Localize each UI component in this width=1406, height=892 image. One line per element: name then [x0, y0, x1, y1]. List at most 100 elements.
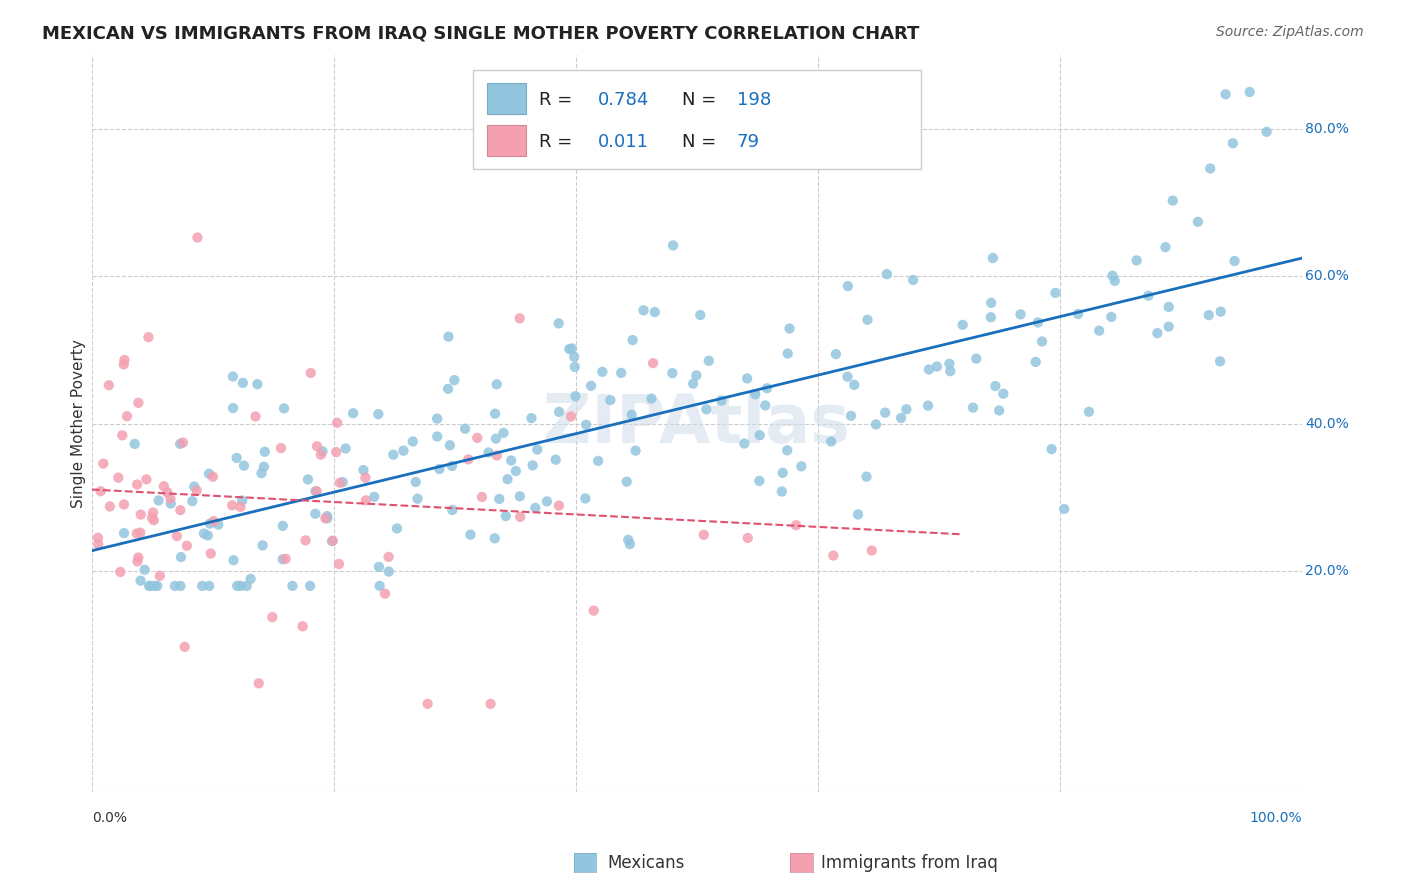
Point [1040, 442, 1063, 457]
Point [142, 506, 165, 520]
Point [274, 551, 297, 566]
Point [1101, 268, 1123, 283]
Point [875, 406, 897, 420]
Point [574, 491, 596, 506]
Point [524, 500, 547, 515]
Point [1209, 354, 1232, 368]
Point [114, 353, 136, 368]
Point [661, 366, 683, 380]
Point [865, 417, 887, 432]
Point [1187, 215, 1209, 229]
Point [222, 369, 245, 384]
Point [938, 357, 960, 371]
Point [844, 377, 866, 392]
Point [328, 557, 350, 571]
Point [633, 303, 655, 318]
Point [159, 491, 181, 506]
Point [201, 469, 224, 483]
Point [332, 475, 354, 490]
Point [1099, 310, 1122, 324]
Point [143, 579, 166, 593]
Point [322, 533, 344, 548]
Point [620, 408, 643, 422]
Point [1256, 125, 1278, 139]
Point [429, 462, 451, 476]
Point [1209, 304, 1232, 318]
Point [304, 507, 326, 521]
Point [591, 365, 613, 379]
Point [321, 534, 343, 549]
Point [270, 441, 292, 455]
Point [925, 359, 948, 374]
Point [309, 448, 332, 462]
Point [316, 509, 339, 524]
Point [839, 409, 862, 423]
Point [385, 521, 408, 535]
Point [325, 445, 347, 459]
Point [890, 411, 912, 425]
Point [169, 579, 191, 593]
Point [1137, 289, 1160, 303]
Point [485, 377, 508, 392]
Point [159, 496, 181, 510]
Point [245, 409, 267, 424]
Point [980, 310, 1002, 325]
Point [207, 517, 229, 532]
Point [186, 230, 208, 244]
FancyBboxPatch shape [472, 70, 921, 169]
Point [134, 563, 156, 577]
Point [561, 342, 583, 356]
Point [779, 321, 801, 335]
Point [1045, 285, 1067, 300]
Y-axis label: Single Mother Poverty: Single Mother Poverty [72, 339, 86, 508]
Point [682, 376, 704, 391]
Point [1025, 355, 1047, 369]
Point [785, 518, 807, 533]
Point [253, 459, 276, 474]
Point [823, 549, 845, 563]
Point [1031, 334, 1053, 349]
Point [142, 513, 165, 527]
Point [169, 437, 191, 451]
Point [225, 450, 247, 465]
Point [1198, 308, 1220, 322]
Text: 60.0%: 60.0% [1305, 269, 1350, 284]
Point [855, 469, 877, 483]
Point [246, 377, 269, 392]
Point [579, 379, 602, 393]
Point [222, 553, 245, 567]
Point [198, 516, 221, 531]
Point [617, 533, 640, 547]
Point [560, 409, 582, 424]
Point [138, 579, 160, 593]
Point [232, 458, 254, 473]
Point [437, 329, 460, 343]
Point [112, 498, 135, 512]
Bar [488, 83, 526, 114]
Point [640, 392, 662, 406]
Point [756, 381, 779, 395]
Point [1146, 326, 1168, 340]
Point [536, 494, 558, 508]
Point [235, 579, 257, 593]
Point [163, 579, 186, 593]
Point [856, 312, 879, 326]
Point [443, 373, 465, 387]
Point [820, 434, 842, 449]
Point [509, 489, 531, 503]
Point [262, 610, 284, 624]
Text: ZIPAtlas: ZIPAtlas [543, 391, 851, 457]
Point [509, 509, 531, 524]
Point [562, 350, 585, 364]
Point [110, 565, 132, 579]
Point [176, 539, 198, 553]
Point [299, 579, 322, 593]
Point [695, 402, 717, 417]
Point [202, 514, 225, 528]
Point [564, 359, 586, 374]
Point [250, 466, 273, 480]
Point [1222, 136, 1244, 151]
Point [547, 317, 569, 331]
Point [586, 454, 609, 468]
Point [1053, 502, 1076, 516]
